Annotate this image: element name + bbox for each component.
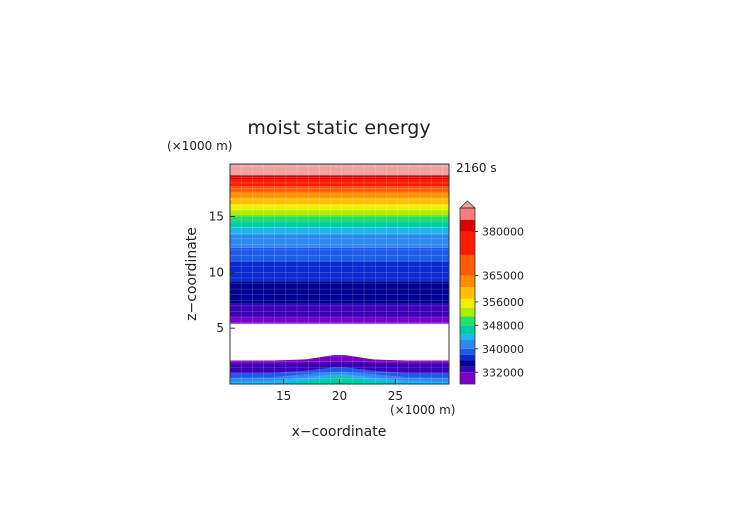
colorbar-label-2: 348000 bbox=[482, 319, 524, 332]
colorbar-swatch-6 bbox=[460, 334, 475, 340]
data-gap bbox=[231, 324, 448, 350]
colorbar-swatch-5 bbox=[460, 340, 475, 349]
colorbar-swatch-2 bbox=[460, 360, 475, 367]
upper-contour-band-5 bbox=[230, 234, 449, 248]
upper-contour-band-1 bbox=[230, 303, 449, 317]
colorbar-label-0: 332000 bbox=[482, 366, 524, 379]
colorbar-swatch-1 bbox=[460, 366, 475, 373]
upper-contour-band-11 bbox=[230, 197, 449, 205]
y-axis: 5 10 15 bbox=[209, 209, 235, 335]
upper-contour-band-8 bbox=[230, 215, 449, 221]
colorbar-swatch-10 bbox=[460, 298, 475, 308]
colorbar-swatch-15 bbox=[460, 219, 475, 232]
colorbar-label-4: 365000 bbox=[482, 269, 524, 282]
upper-contour-band-0 bbox=[230, 316, 449, 324]
colorbar-swatch-0 bbox=[460, 372, 475, 384]
upper-contour-band-7 bbox=[230, 220, 449, 228]
upper-contour-band-10 bbox=[230, 204, 449, 210]
y-tick-label-15: 15 bbox=[209, 209, 224, 223]
colorbar-frame bbox=[459, 207, 476, 385]
y-tick-label-5: 5 bbox=[216, 321, 224, 335]
colorbar-label-1: 340000 bbox=[482, 343, 524, 356]
colorbar-swatch-9 bbox=[460, 307, 475, 317]
colorbar-swatch-4 bbox=[460, 348, 475, 355]
y-tick-label-10: 10 bbox=[209, 265, 224, 279]
colorbar-swatch-14 bbox=[460, 231, 475, 255]
colorbar-swatch-16 bbox=[460, 208, 475, 220]
x-unit-label: (×1000 m) bbox=[390, 403, 455, 417]
upper-contour-band-16 bbox=[230, 164, 449, 176]
x-axis-label: x−coordinate bbox=[292, 424, 387, 440]
time-label: 2160 s bbox=[456, 161, 497, 175]
upper-contour-band-12 bbox=[230, 191, 449, 198]
colorbar-swatch-3 bbox=[460, 354, 475, 361]
colorbar-swatch-8 bbox=[460, 316, 475, 326]
upper-contour-band-4 bbox=[230, 247, 449, 262]
colorbar-extend-arrow bbox=[458, 200, 477, 209]
x-tick-label-20: 20 bbox=[332, 389, 347, 403]
x-axis: 15 20 25 bbox=[276, 379, 403, 403]
x-tick-label-25: 25 bbox=[388, 389, 403, 403]
colorbar-label-5: 380000 bbox=[482, 225, 524, 238]
grid-lines bbox=[229, 164, 449, 385]
upper-contour-band-6 bbox=[230, 227, 449, 235]
y-unit-label: (×1000 m) bbox=[167, 139, 232, 153]
upper-contour-band-2 bbox=[230, 281, 449, 304]
colorbar-swatch-11 bbox=[460, 287, 475, 299]
upper-contour-band-9 bbox=[230, 209, 449, 216]
colorbar-swatch-13 bbox=[460, 254, 475, 276]
upper-contour-band-15 bbox=[230, 175, 449, 180]
colorbar-label-3: 356000 bbox=[482, 296, 524, 309]
y-axis-label: z−coordinate bbox=[184, 227, 200, 321]
chart-title: moist static energy bbox=[247, 117, 430, 139]
x-tick-label-15: 15 bbox=[276, 389, 291, 403]
colorbar: 332000 340000 348000 356000 365000 380000 bbox=[458, 200, 524, 385]
upper-contour-band-13 bbox=[230, 186, 449, 192]
colorbar-swatch-7 bbox=[460, 325, 475, 335]
upper-contour-band-3 bbox=[230, 261, 449, 282]
colorbar-swatch-12 bbox=[460, 275, 475, 288]
upper-contour-band-14 bbox=[230, 179, 449, 187]
contour-plot bbox=[230, 164, 449, 384]
